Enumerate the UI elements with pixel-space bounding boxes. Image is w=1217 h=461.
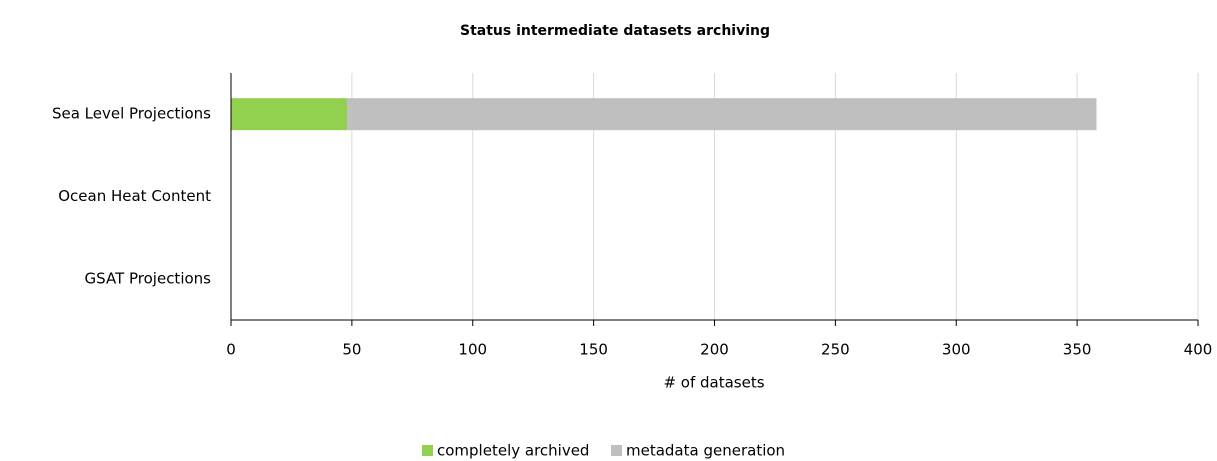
legend-swatch — [611, 445, 622, 456]
x-tick-label: 150 — [579, 341, 608, 359]
legend-swatch — [422, 445, 433, 456]
x-tick-label: 300 — [942, 341, 971, 359]
y-tick-label: GSAT Projections — [85, 269, 212, 287]
x-tick-label: 50 — [342, 341, 361, 359]
x-tick-label: 100 — [458, 341, 487, 359]
x-tick-label: 0 — [226, 341, 236, 359]
x-axis-label: # of datasets — [663, 374, 764, 392]
x-tick-label: 250 — [821, 341, 850, 359]
chart-title: Status intermediate datasets archiving — [460, 23, 770, 39]
bar-segment — [231, 98, 348, 131]
legend-label: completely archived — [437, 442, 589, 460]
x-tick-label: 350 — [1063, 341, 1092, 359]
y-tick-label: Sea Level Projections — [52, 105, 211, 123]
x-tick-label: 200 — [700, 341, 729, 359]
y-tick-label: Ocean Heat Content — [58, 187, 211, 205]
legend-label: metadata generation — [626, 442, 785, 460]
x-tick-label: 400 — [1184, 341, 1213, 359]
bar-segment — [347, 98, 1097, 131]
